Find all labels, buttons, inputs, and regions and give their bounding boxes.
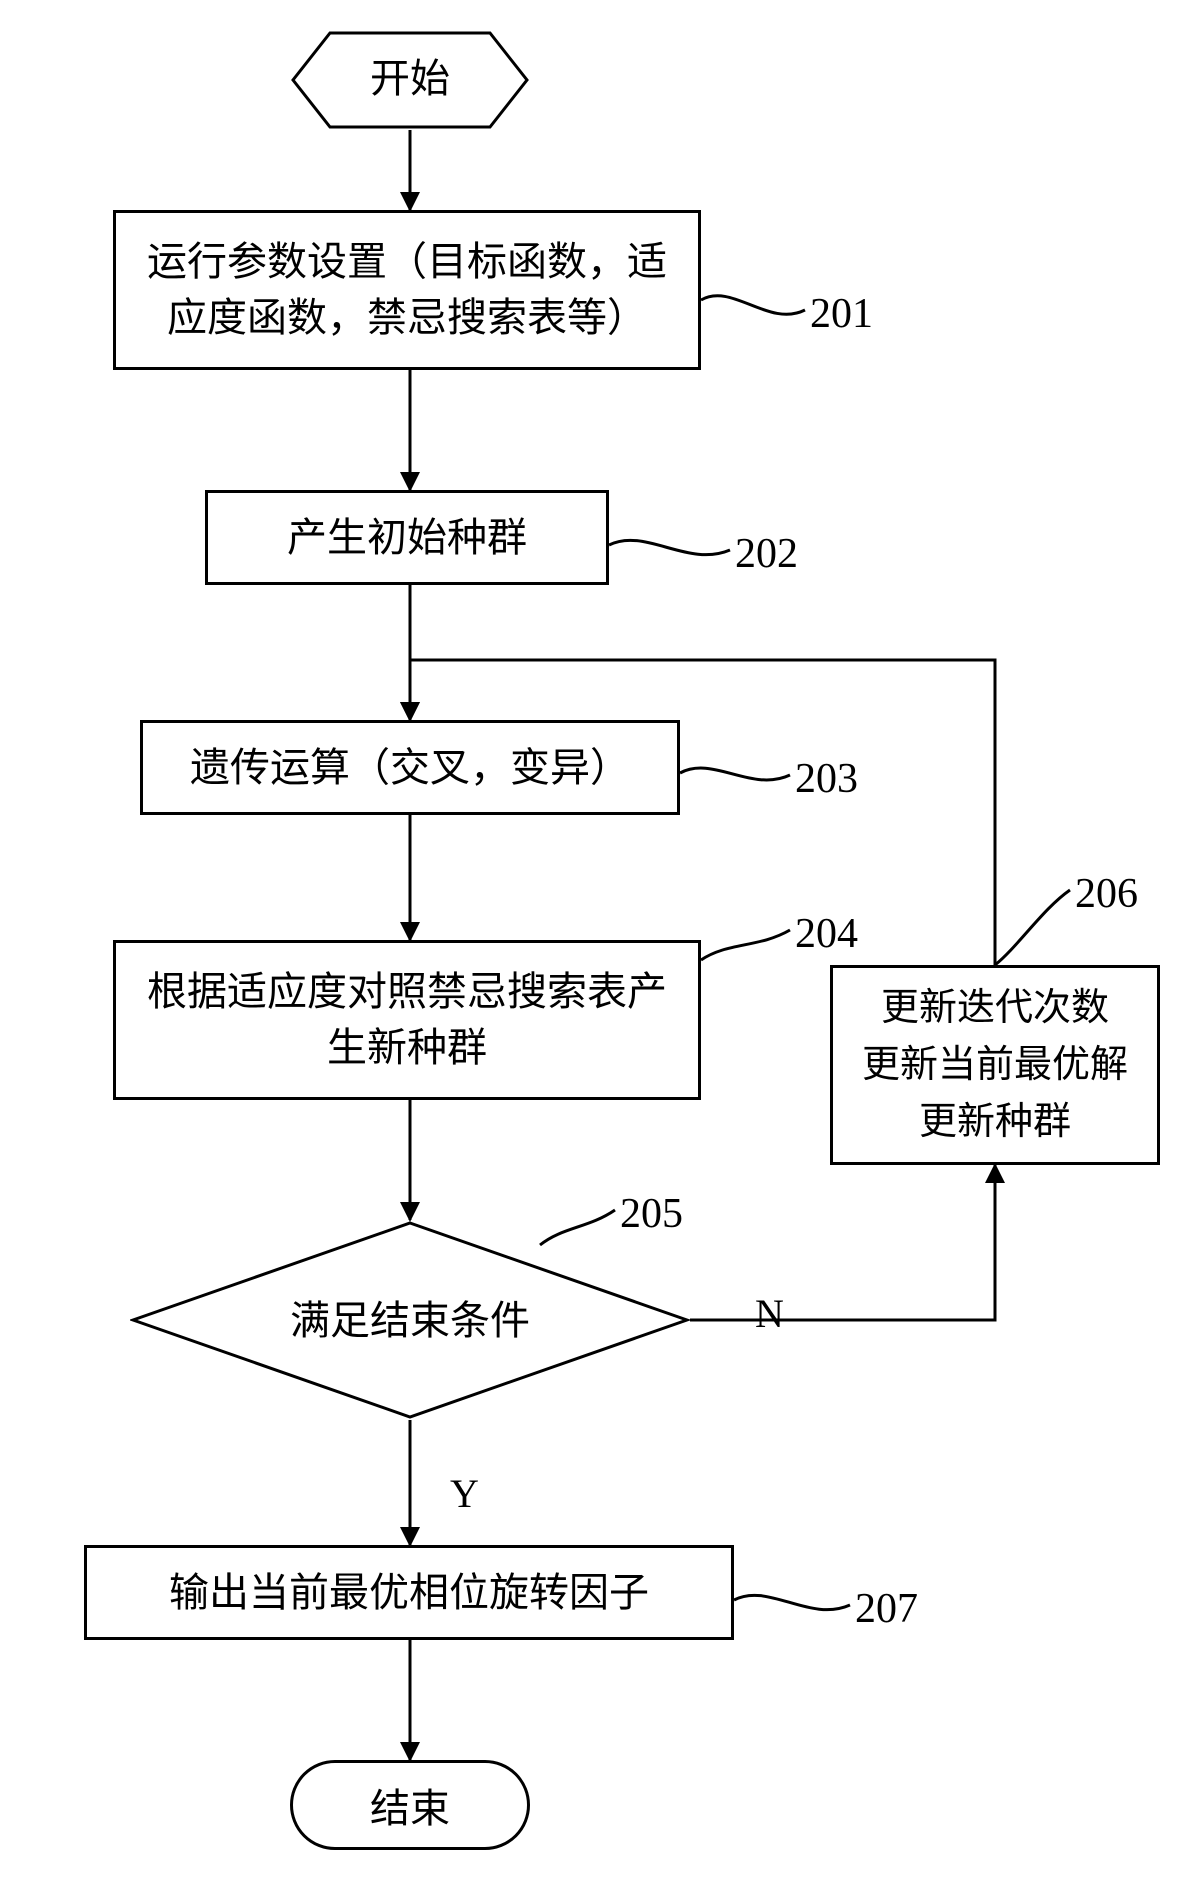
node-205-text: 满足结束条件: [290, 1298, 530, 1343]
node-206: 更新迭代次数 更新当前最优解 更新种群: [830, 965, 1160, 1165]
node-start-text: 开始: [370, 56, 450, 101]
node-201: 运行参数设置（目标函数，适应度函数，禁忌搜索表等）: [113, 210, 701, 370]
label-201: 201: [810, 290, 873, 338]
node-204-text: 根据适应度对照禁忌搜索表产生新种群: [134, 964, 680, 1076]
label-202: 202: [735, 530, 798, 578]
label-203: 203: [795, 755, 858, 803]
node-207: 输出当前最优相位旋转因子: [84, 1545, 734, 1640]
node-end: 结束: [290, 1760, 530, 1850]
node-205: 满足结束条件: [130, 1220, 690, 1420]
node-202-text: 产生初始种群: [287, 510, 527, 566]
label-207: 207: [855, 1585, 918, 1633]
node-end-text: 结束: [370, 1776, 450, 1834]
node-207-text: 输出当前最优相位旋转因子: [169, 1565, 649, 1621]
flowchart-canvas: 开始 运行参数设置（目标函数，适应度函数，禁忌搜索表等） 产生初始种群 遗传运算…: [0, 0, 1181, 1898]
node-206-text: 更新迭代次数 更新当前最优解 更新种群: [862, 980, 1128, 1151]
node-203-text: 遗传运算（交叉，变异）: [190, 740, 630, 796]
node-201-text: 运行参数设置（目标函数，适应度函数，禁忌搜索表等）: [134, 234, 680, 346]
node-202: 产生初始种群: [205, 490, 609, 585]
label-205: 205: [620, 1190, 683, 1238]
node-start: 开始: [290, 30, 530, 130]
label-N: N: [755, 1290, 784, 1337]
label-Y: Y: [450, 1470, 479, 1517]
node-204: 根据适应度对照禁忌搜索表产生新种群: [113, 940, 701, 1100]
label-204: 204: [795, 910, 858, 958]
label-206: 206: [1075, 870, 1138, 918]
node-203: 遗传运算（交叉，变异）: [140, 720, 680, 815]
